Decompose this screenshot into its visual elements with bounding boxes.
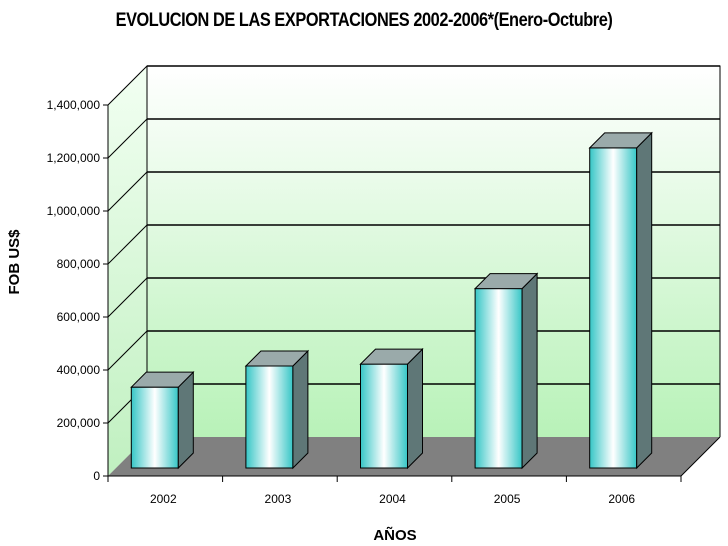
y-axis-ticks: 0 200,000 400,000 600,000 800,000 1,000,000 1,… xyxy=(47,98,108,483)
y-tick-label: 800,000 xyxy=(57,257,101,271)
bar-side-2003 xyxy=(292,349,309,470)
bar-side-2006 xyxy=(636,131,653,470)
y-axis-title: FOB US$ xyxy=(6,229,23,295)
x-tick-label: 2002 xyxy=(150,492,177,506)
gridline-side xyxy=(107,65,148,106)
chart-side-wall xyxy=(108,66,147,476)
y-tick-label: 200,000 xyxy=(57,416,101,430)
x-tick-label: 2003 xyxy=(265,492,292,506)
bar-side-2005 xyxy=(521,272,538,470)
floor-front-edge xyxy=(680,436,721,477)
chart-back-wall xyxy=(147,66,720,437)
x-axis-title: AÑOS xyxy=(373,526,416,544)
y-tick-label: 1,400,000 xyxy=(47,98,101,112)
y-tick-label: 400,000 xyxy=(57,363,101,377)
bar-2004 xyxy=(360,363,408,469)
y-tick-label: 0 xyxy=(93,469,100,483)
back-wall-frame xyxy=(146,65,721,437)
gridline-side xyxy=(107,330,148,371)
bar-2003 xyxy=(245,365,294,469)
gridline-side xyxy=(107,277,148,318)
bar-2005 xyxy=(474,288,523,469)
bar-top-2003 xyxy=(244,350,310,367)
bars xyxy=(130,131,653,470)
y-tick-label: 1,000,000 xyxy=(47,204,101,218)
y-tick-label: 1,200,000 xyxy=(47,151,101,165)
y-tick-label: 600,000 xyxy=(57,310,101,324)
bar-2006 xyxy=(589,147,638,469)
bar-top-2004 xyxy=(359,348,424,365)
bar-top-2006 xyxy=(588,132,653,149)
gridline-side xyxy=(107,224,148,265)
chart-title: EVOLUCION DE LAS EXPORTACIONES 2002-2006… xyxy=(115,10,613,31)
gridline-side xyxy=(107,118,148,159)
x-axis-ticks: 2002 2003 2004 2005 2006 xyxy=(107,476,682,506)
x-tick-label: 2006 xyxy=(608,492,635,506)
bar-side-2002 xyxy=(177,370,194,470)
x-tick-label: 2005 xyxy=(494,492,521,506)
gridline-side xyxy=(107,171,148,212)
bar-side-2004 xyxy=(407,347,423,470)
bar-top-2005 xyxy=(473,273,539,290)
bar-top-2002 xyxy=(130,371,195,388)
x-tick-label: 2004 xyxy=(379,492,406,506)
bar-2002 xyxy=(130,386,179,469)
